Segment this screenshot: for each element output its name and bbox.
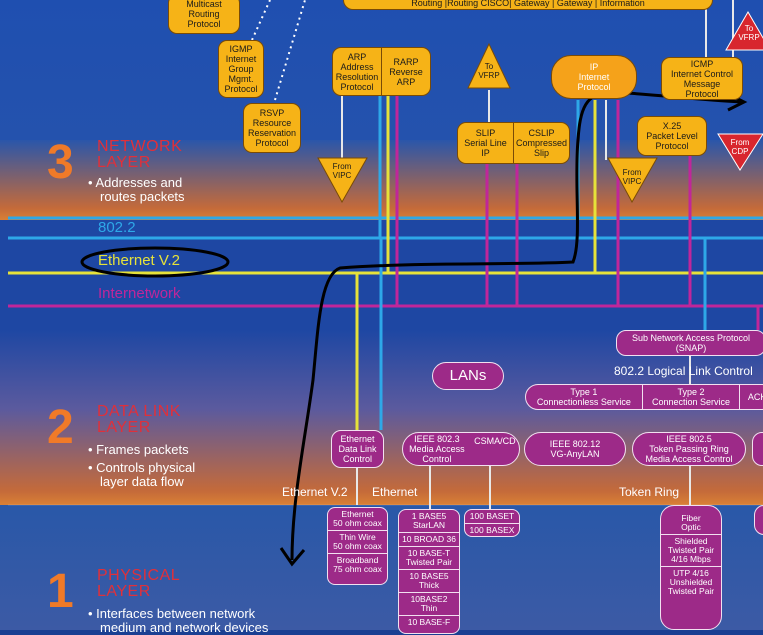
edge-box-right bbox=[752, 432, 763, 466]
phys-10base2: 10BASE2 Thin bbox=[399, 592, 459, 615]
from-vipc-triangle-2 bbox=[607, 157, 658, 204]
physical-token-column: Fiber Optic Shielded Twisted Pair 4/16 M… bbox=[660, 505, 722, 630]
snap-box: Sub Network Access Protocol (SNAP) bbox=[616, 330, 763, 356]
ieee8023-mac-label: IEEE 802.3 Media Access Control bbox=[409, 434, 465, 464]
from-vipc-label-2: From VIPC bbox=[622, 168, 642, 186]
slip-cslip-box: SLIP Serial Line IP CSLIP Compressed Sli… bbox=[457, 122, 570, 164]
physical-layer-bullet-cont: medium and network devices bbox=[100, 620, 269, 635]
lans-box: LANs bbox=[432, 362, 504, 390]
phys-broadband: Broadband 75 ohm coax bbox=[328, 553, 387, 576]
llc-types-box: Type 1 Connectionless Service Type 2 Con… bbox=[525, 384, 763, 410]
cslip-box: CSLIP Compressed Slip bbox=[513, 123, 569, 163]
ieee8023-box: IEEE 802.3 Media Access Control CSMA/CD bbox=[402, 432, 520, 466]
slip-box: SLIP Serial Line IP bbox=[464, 128, 507, 158]
routing-strip: Routing |Routing CISCO| Gateway | Gatewa… bbox=[343, 0, 713, 10]
llc-label: 802.2 Logical Link Control bbox=[614, 364, 753, 378]
from-cdp-label: From CDP bbox=[730, 138, 750, 156]
physical-edge-column bbox=[754, 505, 763, 535]
to-vfrp-triangle-2 bbox=[725, 11, 763, 51]
ethernet-dlc-box: Ethernet Data Link Control bbox=[331, 430, 384, 468]
arp-box: ARP Address Resolution Protocol bbox=[335, 51, 379, 92]
ieee8025-box: IEEE 802.5 Token Passing Ring Media Acce… bbox=[632, 432, 746, 466]
datalink-layer-title: DATA LINK LAYER bbox=[97, 403, 181, 436]
ack-box: ACK bbox=[739, 385, 763, 409]
ethernet-v2-medium-label: Ethernet V.2 bbox=[282, 485, 348, 499]
datalink-layer-bullet-1: Frames packets bbox=[88, 443, 188, 457]
network-layer-title: NETWORK LAYER bbox=[97, 138, 183, 171]
phys-10baset: 10 BASE-T Twisted Pair bbox=[399, 546, 459, 569]
physical-layer-number: 1 bbox=[47, 565, 74, 618]
bus-8022-label: 802.2 bbox=[98, 219, 136, 236]
to-vfrp-triangle-1 bbox=[467, 42, 511, 89]
phys-100baset: 100 BASET bbox=[469, 511, 515, 521]
physical-layer-bullet: Interfaces between network bbox=[88, 607, 255, 621]
to-vfrp-label-2: To VFRP bbox=[738, 24, 760, 42]
igmp-box: IGMP Internet Group Mgmt. Protocol bbox=[218, 40, 264, 98]
to-vfrp-label-1: To VFRP bbox=[478, 62, 500, 80]
physical-ethernet-column: Ethernet 50 ohm coax Thin Wire 50 ohm co… bbox=[327, 507, 388, 585]
x25-box: X.25 Packet Level Protocol bbox=[637, 116, 707, 156]
datalink-layer-bullet-2-cont: layer data flow bbox=[100, 474, 184, 489]
phys-10base5: 10 BASE5 Thick bbox=[399, 569, 459, 592]
icmp-box: ICMP Internet Control Message Protocol bbox=[661, 57, 743, 100]
network-layer-bullet: Addresses and bbox=[88, 176, 182, 190]
ieee80212-box: IEEE 802.12 VG-AnyLAN bbox=[524, 432, 626, 466]
network-layer-number: 3 bbox=[47, 136, 74, 189]
phys-shielded-tp: Shielded Twisted Pair 4/16 Mbps bbox=[661, 534, 721, 566]
phys-thinwire: Thin Wire 50 ohm coax bbox=[328, 530, 387, 553]
arp-rarp-box: ARP Address Resolution Protocol RARP Rev… bbox=[332, 47, 431, 96]
annotation-circle bbox=[80, 246, 230, 278]
from-cdp-triangle bbox=[717, 133, 763, 171]
type1-box: Type 1 Connectionless Service bbox=[536, 387, 631, 407]
phys-utp: UTP 4/16 Unshielded Twisted Pair bbox=[661, 566, 721, 598]
annotation-arrowhead-down bbox=[279, 547, 306, 567]
from-vipc-label-1: From VIPC bbox=[332, 162, 352, 180]
phys-fiber-optic: Fiber Optic bbox=[681, 513, 701, 532]
phys-eth-50ohm: Ethernet 50 ohm coax bbox=[333, 509, 382, 528]
multicast-routing-box: Multicast Routing Protocol bbox=[168, 0, 240, 34]
datalink-layer-number: 2 bbox=[47, 401, 74, 454]
bus-ethernet-v2-label: Ethernet V.2 bbox=[98, 252, 181, 269]
physical-layer-title: PHYSICAL LAYER bbox=[97, 567, 181, 600]
from-vipc-triangle-1 bbox=[317, 157, 368, 204]
physical-100-column: 100 BASET 100 BASEX bbox=[464, 509, 520, 537]
bus-internetwork-label: Internetwork bbox=[98, 285, 181, 302]
datalink-layer-bullet-2: Controls physical bbox=[88, 461, 195, 475]
ethernet-medium-label: Ethernet bbox=[372, 485, 418, 499]
phys-1base5: 1 BASE5 StarLAN bbox=[411, 511, 447, 530]
type2-box: Type 2 Connection Service bbox=[641, 385, 739, 409]
csmacd-label: CSMA/CD bbox=[474, 435, 516, 446]
physical-8023-column: 1 BASE5 StarLAN 10 BROAD 36 10 BASE-T Tw… bbox=[398, 509, 460, 634]
network-layer-bullet-cont: routes packets bbox=[100, 189, 185, 204]
ip-box: IP Internet Protocol bbox=[551, 55, 637, 99]
token-ring-medium-label: Token Ring bbox=[619, 485, 680, 499]
phys-100basex: 100 BASEX bbox=[465, 523, 519, 536]
rsvp-box: RSVP Resource Reservation Protocol bbox=[243, 103, 301, 153]
rarp-box: RARP Reverse ARP bbox=[381, 48, 430, 95]
phys-10basef: 10 BASE-F bbox=[399, 615, 459, 629]
phys-10broad36: 10 BROAD 36 bbox=[399, 532, 459, 546]
